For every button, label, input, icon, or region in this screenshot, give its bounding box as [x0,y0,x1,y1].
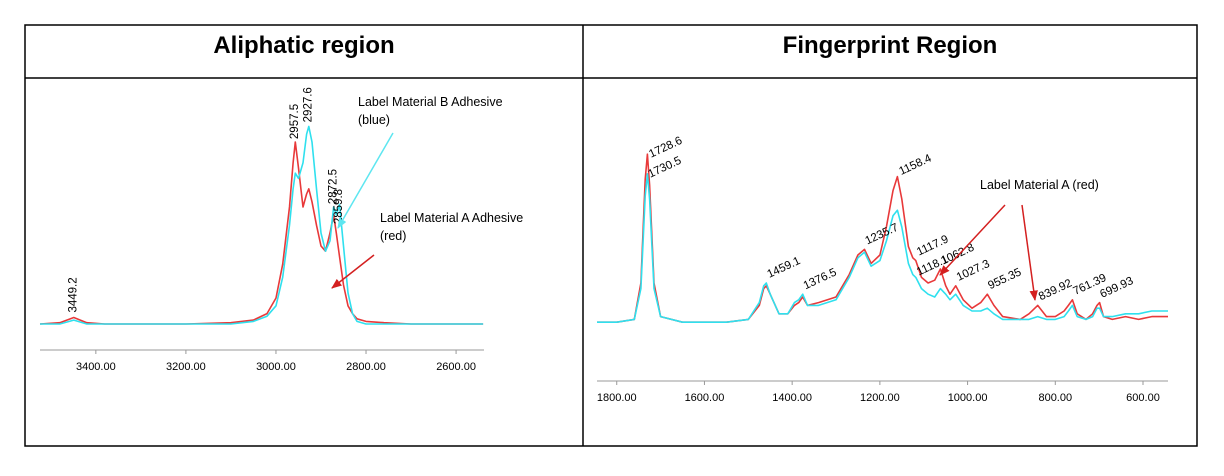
peak-label: 1027.3 [955,258,992,284]
callout-arrow [337,132,394,229]
x-tick-label: 600.00 [1126,392,1160,404]
x-tick-label: 1400.00 [772,392,812,404]
x-tick-label: 1800.00 [597,392,637,404]
peak-label: 2872.5 [327,169,339,204]
panel-title: Fingerprint Region [783,32,998,59]
peak-label: 2957.5 [289,104,301,139]
frame [24,24,1198,447]
x-tick-label: 1600.00 [685,392,725,404]
x-tick-label: 1000.00 [948,392,988,404]
callout-arrow [331,254,375,289]
callout-text: (red) [380,229,406,243]
peak-label: 2859.8 [333,189,345,224]
x-tick-label: 3400.00 [76,361,116,373]
callout-text: Label Material A (red) [980,178,1099,192]
x-tick-label: 3200.00 [166,361,206,373]
peak-label: 2927.6 [303,87,315,122]
callout-text: Label Material A Adhesive [380,211,523,225]
x-tick-label: 3000.00 [256,361,296,373]
callout-text: Label Material B Adhesive [358,95,503,109]
peak-label: 3449.2 [68,277,80,312]
x-tick-label: 1200.00 [860,392,900,404]
spectrum-line [39,141,484,325]
peak-label: 1376.5 [802,266,839,292]
callout-text: (blue) [358,113,390,127]
peak-label: 955.35 [986,266,1023,292]
spectrum-line [597,173,1168,323]
peak-label: 839.92 [1037,277,1074,303]
spectrum-line [40,125,484,325]
x-tick-label: 800.00 [1038,392,1072,404]
x-tick-label: 2600.00 [436,361,476,373]
callout-arrow [939,204,1006,276]
panel-title: Aliphatic region [213,32,394,59]
peak-label: 1459.1 [765,255,802,281]
peak-label: 1158.4 [897,152,934,178]
callout-arrow [1021,204,1038,302]
x-tick-label: 2800.00 [346,361,386,373]
